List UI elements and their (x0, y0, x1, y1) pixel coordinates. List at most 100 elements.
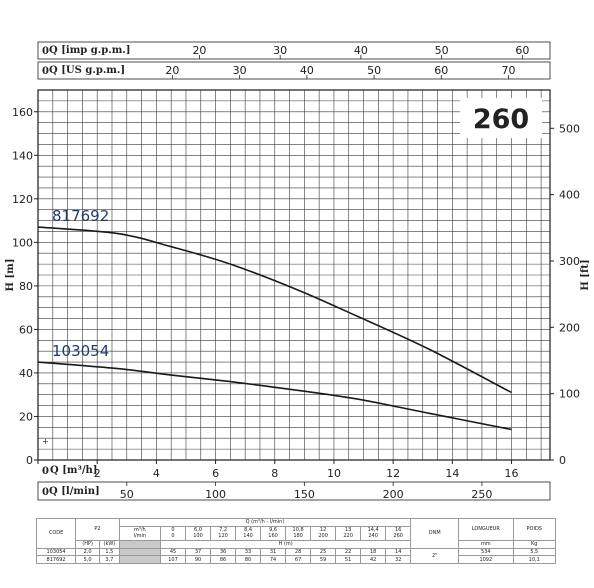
us-tick-label: 30 (233, 64, 247, 77)
model-badge: 260 (460, 98, 542, 138)
row-dnm: 2" (410, 547, 460, 565)
performance-table: CODE P2 Q (m³/h - l/min) DNM LONGUEUR PO… (35, 518, 556, 565)
us-tick-label: 20 (165, 64, 179, 77)
us-tick-label: 50 (367, 64, 381, 77)
us-tick-label: 60 (434, 64, 448, 77)
lmin-tick-label: 200 (383, 488, 404, 501)
x-tick-label: 6 (212, 467, 219, 480)
shaded-cell (118, 555, 162, 564)
y-tick-label: 80 (19, 280, 33, 293)
lmin-tick-label: 100 (205, 488, 226, 501)
lmin-tick-label: 50 (120, 488, 134, 501)
row-h: 31 (260, 547, 287, 557)
hp-unit: (HP) (75, 539, 101, 549)
unit-lmin: l/min (133, 533, 147, 540)
kw-unit: (kW) (99, 539, 120, 549)
q-cell: 12 200 (310, 525, 337, 541)
curve-103054 (37, 361, 512, 431)
shaded-cell (118, 539, 162, 549)
y-ticks-left: 0 20 40 60 80 100 120 140 160 (12, 106, 38, 467)
row-h: 86 (210, 555, 237, 564)
row-h: 18 (360, 547, 387, 557)
row-h: 59 (310, 555, 337, 564)
q-cell: 9,6 160 (260, 525, 287, 541)
q-cell: 14,4 240 (360, 525, 387, 541)
y-tick-label: 0 (26, 454, 33, 467)
series-label-103054: 103054 (52, 342, 109, 360)
imp-tick-label: 40 (354, 44, 368, 57)
y-axis-right-label: H [ft] (580, 259, 591, 290)
row-h: 74 (260, 555, 287, 564)
lmin-axis-label: Q [l/min] (49, 486, 100, 497)
y-tick-label: 100 (12, 236, 33, 249)
row-code: 103054 (35, 547, 77, 557)
shaded-cell (118, 547, 162, 557)
imp-axis-zero: 0 (42, 46, 49, 57)
unit-cell: m³/h l/min (118, 525, 162, 541)
lmin-scale: 0 Q [l/min] 50 100 150 200 250 (37, 481, 551, 501)
us-tick-label: 70 (502, 64, 516, 77)
code-header: CODE (35, 518, 77, 549)
p2-header: P2 (75, 518, 120, 541)
row-hp: 2,0 (75, 547, 101, 557)
curve-817692 (37, 226, 512, 394)
imp-gpm-scale: 0 Q [imp g.p.m.] 20 30 40 50 60 (37, 41, 551, 60)
y-right-tick-label: 200 (559, 321, 580, 334)
curves: 817692 103054 (37, 207, 512, 431)
y-tick-label: 160 (12, 106, 33, 119)
h-unit: H (m) (159, 539, 412, 549)
row-h: 67 (285, 555, 312, 564)
q-cell: 6,0 100 (185, 525, 212, 541)
q-cell: 13 220 (335, 525, 362, 541)
lmin-tick-label: 150 (294, 488, 315, 501)
grid (38, 90, 550, 460)
y-ticks-right: 0 100 200 300 400 500 (550, 122, 580, 467)
origin-marker: + (42, 437, 49, 446)
us-tick-label: 40 (300, 64, 314, 77)
imp-tick-label: 60 (515, 44, 529, 57)
row-code: 817692 (35, 555, 77, 564)
row-poids: 5,5 (512, 547, 556, 557)
imp-tick-label: 50 (435, 44, 449, 57)
row-h: 32 (385, 555, 412, 564)
q-cell: 16 260 (385, 525, 412, 541)
unit-m3h: m³/h (133, 527, 146, 534)
q-cell: 7,2 120 (210, 525, 237, 541)
lmin-tick-label: 250 (471, 488, 492, 501)
x-ticks: 2 4 6 8 10 12 14 16 (37, 460, 519, 480)
row-kw: 3,7 (99, 555, 120, 564)
y-tick-label: 60 (19, 323, 33, 336)
row-h: 22 (335, 547, 362, 557)
table-unit-row: (HP) (kW) H (m) mm Kg (37, 539, 556, 549)
table-row: 103054 2,0 1,5 45 37 36 33 31 28 25 22 1… (35, 547, 556, 565)
row-poids: 10,1 (512, 555, 556, 564)
row-h: 28 (285, 547, 312, 557)
row-h: 42 (360, 555, 387, 564)
poids-header: POIDS (512, 518, 556, 541)
y-right-tick-label: 400 (559, 189, 580, 202)
x-axis-label: Q [m³/h] (50, 465, 98, 476)
x-tick-label: 8 (271, 467, 278, 480)
us-gpm-scale: 0 Q [US g.p.m.] 20 30 40 50 60 70 (37, 61, 551, 80)
row-longueur: 1092 (458, 555, 514, 564)
row-h: 37 (185, 547, 212, 557)
row-h: 80 (235, 555, 262, 564)
q-cell: 10,8 180 (285, 525, 312, 541)
y-tick-label: 140 (12, 149, 33, 162)
imp-tick-label: 20 (192, 44, 206, 57)
y-axis-label: H [m] (5, 259, 16, 292)
row-h: 51 (335, 555, 362, 564)
q-header: Q (m³/h - l/min) (118, 518, 412, 527)
imp-tick-label: 30 (273, 44, 287, 57)
x-tick-label: 2 (94, 467, 101, 480)
y-right-tick-label: 500 (559, 122, 580, 135)
dnm-header: DNM (410, 518, 460, 549)
row-h: 107 (159, 555, 187, 564)
series-label-817692: 817692 (52, 207, 109, 225)
model-badge-text: 260 (473, 104, 529, 135)
plot-frame (37, 89, 551, 461)
y-right-tick-label: 0 (559, 454, 566, 467)
